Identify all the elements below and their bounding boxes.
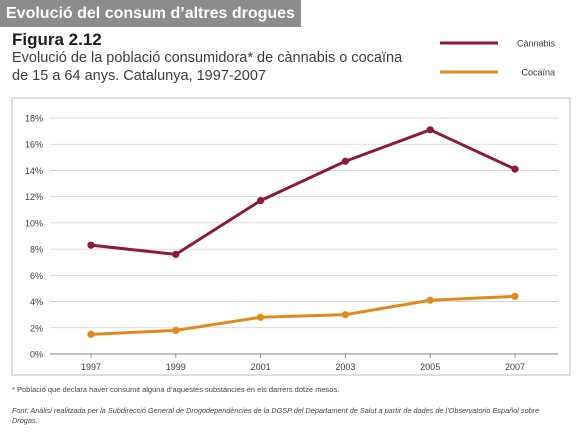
data-point [87, 330, 95, 338]
chart-frame [11, 97, 571, 376]
data-point [172, 326, 180, 334]
data-point [511, 165, 519, 173]
y-tick-label: 12% [25, 192, 43, 202]
x-tick-label: 2007 [505, 362, 525, 372]
data-point [426, 126, 434, 134]
data-point [341, 157, 349, 165]
x-tick-label: 2005 [420, 362, 440, 372]
x-tick-label: 1999 [166, 362, 186, 372]
y-tick-label: 2% [30, 323, 43, 333]
x-tick-label: 2001 [251, 362, 271, 372]
series-line-cocaina [90, 294, 516, 336]
data-point [426, 296, 434, 304]
legend-label-cocaina: Cocaïna [521, 68, 555, 78]
x-tick-label: 1997 [81, 362, 101, 372]
y-tick-label: 4% [30, 297, 43, 307]
data-point [257, 197, 265, 205]
data-point [511, 292, 519, 300]
legend-label-cannabis: Cànnabis [517, 39, 556, 49]
section-banner: Evolució del consum d’altres drogues [0, 0, 301, 27]
data-point [87, 241, 95, 249]
chart-subtitle: Evolució de la població consumidora* de … [12, 50, 403, 84]
figure-label: Figura 2.12 [12, 30, 102, 49]
footnote: * Població que declara haver consumit al… [12, 385, 340, 394]
y-tick-label: 16% [25, 140, 43, 150]
series-line-cannabis [90, 128, 516, 256]
y-tick-label: 8% [30, 245, 43, 255]
y-tick-label: 18% [25, 114, 43, 124]
y-tick-label: 6% [30, 271, 43, 281]
x-tick-label: 2003 [335, 362, 355, 372]
line-chart: 0% 2% 4% 6% 8% 10% 12% 14% 16% 18% 1997 1999 2001 200… [11, 39, 571, 376]
source-note: Font: Anàlisi realitzada per la Subdirec… [12, 406, 540, 425]
data-point [172, 250, 180, 258]
data-point [257, 313, 265, 321]
y-tick-label: 10% [25, 218, 43, 228]
y-tick-label: 14% [25, 166, 43, 176]
y-tick-label: 0% [30, 350, 43, 360]
data-point [341, 311, 349, 319]
